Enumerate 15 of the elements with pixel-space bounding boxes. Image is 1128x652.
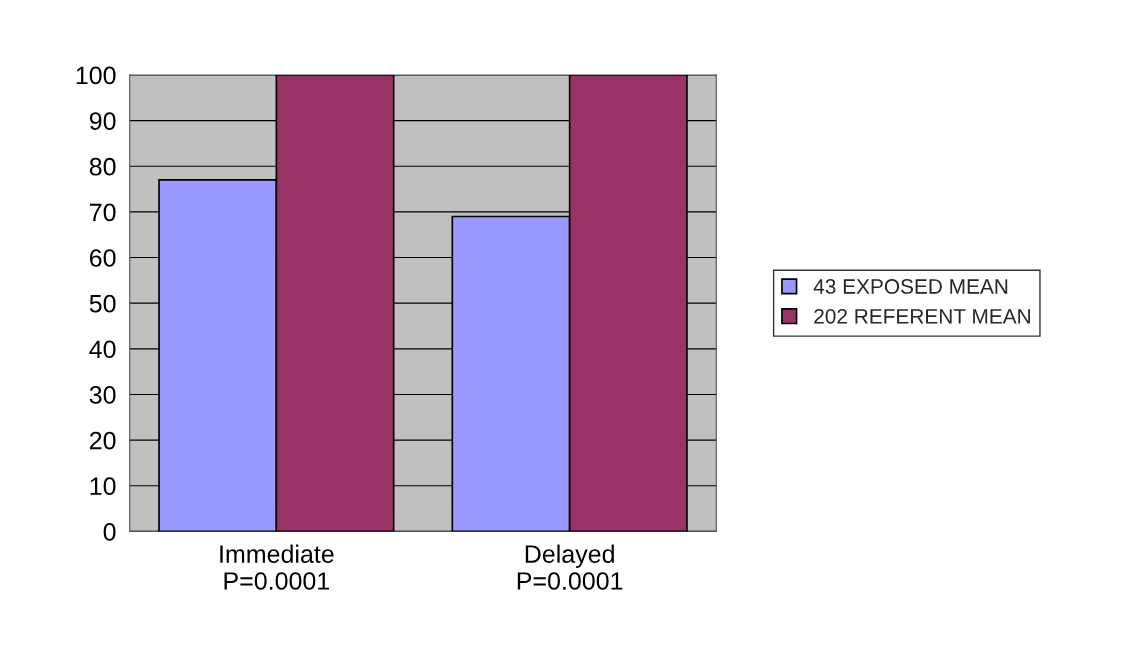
y-tick-label: 20 (89, 431, 116, 450)
x-tick-label: Immediate P=0.0001 (220, 544, 334, 590)
y-tick-label: 60 (89, 249, 116, 267)
y-tick-label: 40 (89, 340, 116, 359)
y-tick-label: 90 (89, 112, 116, 130)
legend-label: 202 REFERENT MEAN (814, 308, 1030, 324)
y-tick-label: 0 (103, 522, 116, 541)
y-tick-label: 70 (90, 203, 116, 222)
y-tick-label: 50 (89, 294, 116, 313)
y-tick-label: 80 (89, 157, 116, 176)
y-tick-label: 100 (76, 66, 116, 85)
y-tick-label: 30 (89, 386, 116, 404)
legend-label: 43 EXPOSED MEAN (813, 279, 1008, 294)
y-tick-label: 10 (90, 477, 116, 496)
x-tick-label: Delayed P=0.0001 (517, 544, 623, 590)
